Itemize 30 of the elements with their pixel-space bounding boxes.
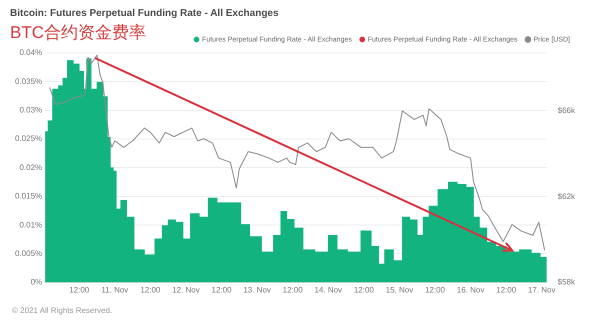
y-tick-label: 0.01% (19, 220, 42, 230)
x-tick-label: 16. Nov (456, 285, 484, 294)
x-tick-label: 12:00 (69, 285, 90, 294)
x-tick-label: 17. Nov (528, 285, 556, 294)
x-tick-label: 12:00 (282, 285, 304, 294)
x-tick-label: 11. Nov (101, 285, 128, 294)
y-tick-label: 0.02% (19, 162, 42, 172)
y-tick-label: 0.035% (14, 76, 42, 86)
x-tick-label: 12. Nov (172, 285, 200, 294)
y-tick-label: 0.005% (14, 248, 42, 258)
chart-title: Bitcoin: Futures Perpetual Funding Rate - All Exchanges (10, 8, 279, 19)
y2-tick-label: $66k (558, 106, 576, 116)
y2-tick-label: $58k (558, 278, 576, 287)
x-tick-label: 14. Nov (314, 285, 342, 294)
chart-subtitle: BTC合约资金费率 (10, 22, 146, 44)
text: © 2021 All Rights Reserved. (12, 306, 114, 315)
y-tick-label: 0% (30, 278, 42, 287)
x-tick-label: 12:00 (424, 285, 446, 294)
y-tick-label: 0.015% (14, 192, 42, 201)
y2-tick-label: $62k (558, 192, 576, 201)
y-tick-label: 0.025% (14, 134, 42, 144)
x-tick-label: 15. Nov (386, 285, 414, 294)
x-tick-label: 12:00 (354, 285, 374, 294)
x-tick-label: 13. Nov (243, 285, 271, 294)
x-tick-label: 12:00 (496, 285, 517, 294)
y-tick-label: 0.03% (19, 106, 42, 115)
bar (52, 88, 59, 282)
x-tick-label: 12:00 (212, 285, 232, 294)
x-tick-label: 12:00 (140, 285, 161, 294)
y-tick-label: 0.04% (19, 48, 42, 58)
